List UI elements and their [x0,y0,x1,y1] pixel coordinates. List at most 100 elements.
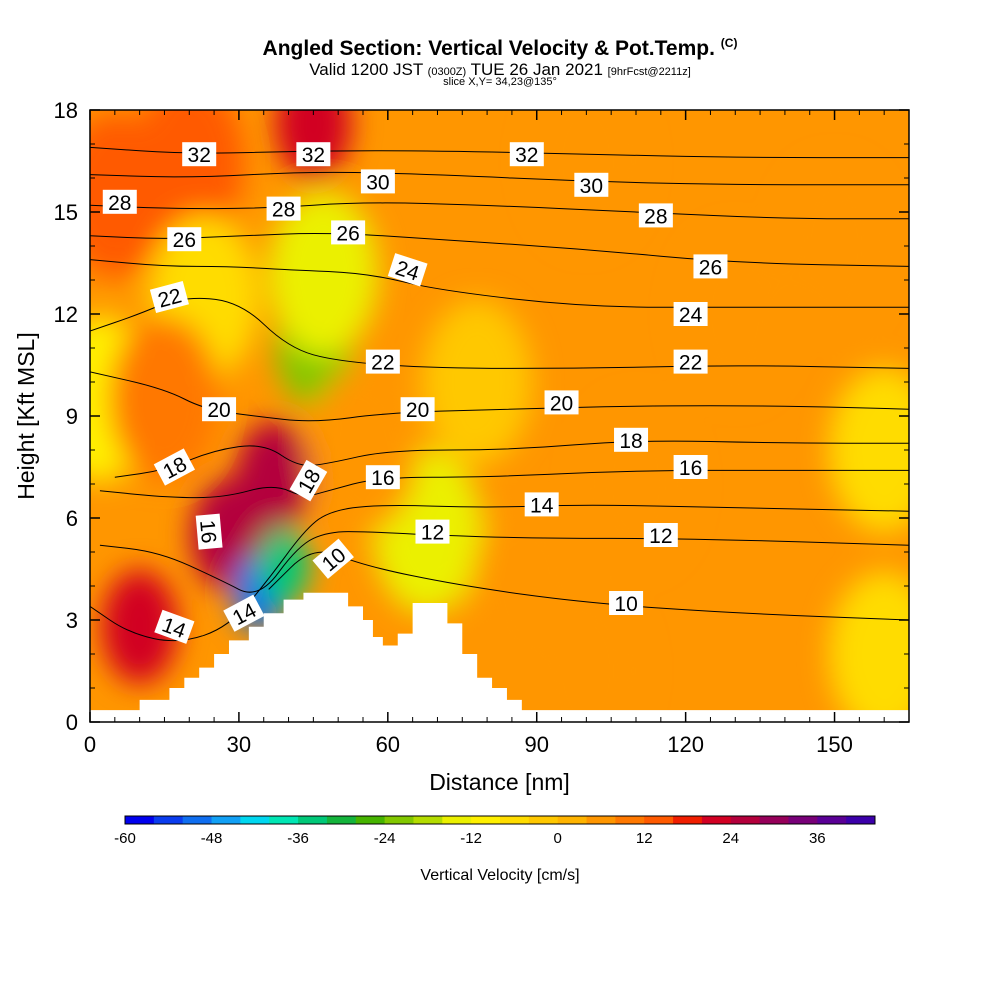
contour-label: 10 [609,591,644,616]
contour-label-box [673,455,708,479]
contour-label: 22 [673,349,708,375]
terrain [90,592,909,722]
contour-label: 12 [643,523,678,548]
colorbar-swatch [817,816,847,824]
colorbar-swatch [298,816,328,824]
contour-label-box [360,169,395,194]
contour-label-box [673,302,708,326]
contour-label-text: 26 [173,229,196,252]
theta-contour-12 [99,531,909,593]
contour-label: 32 [509,142,544,167]
contour-label-box [289,459,328,502]
colorbar-swatch [355,816,386,824]
contour-label-text: 18 [619,430,642,453]
x-tick-label: 90 [524,732,548,757]
contour-label-box [195,513,223,550]
contour-label: 26 [331,220,366,245]
colorbar-tick-label: -12 [460,830,482,847]
contour-label-text: 12 [649,525,672,548]
colorbar-tick-label: -48 [201,830,223,847]
copyright-mark: (C) [720,36,738,50]
contour-label-box [223,594,265,632]
contour-label-text: 16 [679,457,702,480]
contour-label-text: 32 [188,144,211,167]
chart-title: Angled Section: Vertical Velocity & Pot.… [0,36,1000,61]
colorbar-swatch [500,816,530,824]
contour-label-box [154,609,195,644]
contour-label-text: 28 [108,192,131,215]
contour-label-text: 30 [366,171,389,194]
colorbar-tick-label: 24 [722,830,739,847]
contour-label-text: 16 [371,467,394,490]
velocity-cell [101,569,178,684]
contour-label: 26 [167,227,202,252]
y-tick-label: 12 [54,302,78,327]
contour-label-text: 32 [302,144,325,167]
utc-time: (0300Z) [427,66,467,78]
contour-label-box [296,142,331,167]
contour-label: 22 [365,349,400,375]
contour-label: 26 [693,254,728,279]
theta-contour-22 [90,297,909,369]
colorbar-swatch [326,816,357,824]
colorbar-swatch [701,816,732,824]
contour-label-text: 32 [515,144,538,167]
contour-label: 32 [296,142,331,167]
colorbar-swatch [615,816,645,824]
velocity-field-blur [90,110,909,722]
colorbar-swatch [586,816,616,824]
contour-label: 20 [202,397,237,422]
contour-label: 16 [673,455,708,480]
terrain-mask [90,592,909,722]
slice-info: slice X,Y= 34,23@135° [443,76,557,88]
colorbar-swatch [759,816,789,824]
contour-label-box [102,189,137,214]
contour-label: 30 [574,172,609,198]
colorbar-swatch [644,816,674,824]
colorbar-swatch [673,816,703,824]
contour-label: 16 [365,465,400,490]
colorbar-swatch [528,816,559,824]
x-tick-label: 120 [667,732,704,757]
colorbar-tick-label: 36 [809,830,826,847]
velocity-cell [531,110,642,244]
valid-time: Valid 1200 JST [309,60,423,79]
colorbar-swatch [846,816,876,824]
colorbar-swatch [269,816,299,824]
contour-label-text: 28 [644,205,667,228]
axes: 0 30 60 90 120 150 0 3 6 9 12 15 18 Distance [nm] Heig… [13,98,910,795]
y-tick-label: 9 [66,404,78,429]
contour-label-text: 22 [679,352,702,375]
contour-label-text: 30 [580,175,603,198]
contour-label: 16 [195,513,223,550]
contour-label-box [202,397,237,422]
colorbar-title: Vertical Velocity [cm/s] [420,867,579,884]
y-tick-label: 3 [66,608,78,633]
contour-label-box [544,390,579,415]
contour-label: 14 [154,609,195,644]
colorbar-swatch [182,816,213,824]
colorbar-swatch [442,816,472,824]
contour-label-box [400,397,435,422]
chart-title-text: Angled Section: Vertical Velocity & Pot.… [262,37,715,60]
colorbar-swatch [413,816,443,824]
theta-contour-10 [268,551,909,621]
velocity-cell [308,367,418,533]
colorbar-swatch [211,816,241,824]
valid-time-line: Valid 1200 JST (0300Z) TUE 26 Jan 2021 [… [0,61,1000,81]
x-tick-label: 60 [376,732,400,757]
contour-label-text: 20 [207,399,230,422]
contour-label: 28 [638,203,673,228]
x-tick-label: 150 [816,732,853,757]
velocity-field [90,110,909,722]
contour-label-box [365,465,400,490]
colorbar-swatch [125,816,155,824]
velocity-cell [109,316,220,482]
colorbar-tick-label: 12 [636,830,653,847]
contour-label: 14 [524,492,559,517]
contour-label-box [182,142,217,167]
contour-label-box [149,281,189,313]
contour-label-text: 10 [614,593,637,616]
velocity-cell [422,299,533,465]
contour-label: 18 [614,427,649,453]
